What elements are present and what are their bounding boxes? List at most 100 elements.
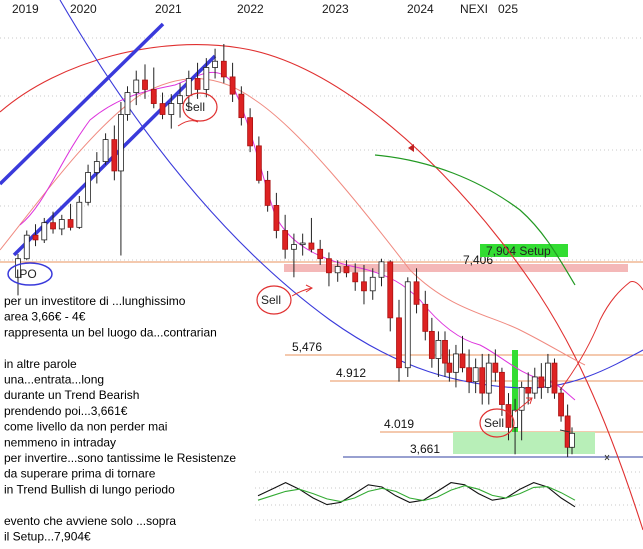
candle xyxy=(396,299,402,382)
candle xyxy=(459,335,466,373)
candle xyxy=(247,108,254,153)
blue-arc xyxy=(59,0,643,389)
ipo-label: IPO xyxy=(16,267,37,281)
candle xyxy=(159,92,166,120)
candle xyxy=(185,70,192,110)
candle xyxy=(212,48,218,79)
candle xyxy=(238,86,245,126)
candle xyxy=(499,367,505,416)
candle xyxy=(58,214,65,236)
red-projection xyxy=(559,281,643,391)
candle xyxy=(558,387,564,422)
candle xyxy=(102,133,109,165)
candle xyxy=(512,398,518,455)
comment-line: per invertire...sono tantissime le Resis… xyxy=(4,451,236,465)
candle xyxy=(442,331,448,377)
candle xyxy=(220,44,227,84)
candle xyxy=(479,353,486,405)
comment-line: prendendo poi...3,661€ xyxy=(4,404,128,418)
candle xyxy=(255,136,262,184)
candle xyxy=(111,125,118,181)
candle xyxy=(203,58,210,98)
level-label: 4.912 xyxy=(336,366,366,380)
oscillator xyxy=(257,481,576,508)
comment-line: in Trend Bullish di lungo periodo xyxy=(4,482,175,496)
candle xyxy=(531,367,538,399)
candle xyxy=(15,253,21,296)
long-red-arc xyxy=(0,44,643,531)
candle xyxy=(343,260,350,278)
oscillator-line-main xyxy=(257,481,576,508)
pink-ma xyxy=(19,71,576,401)
candle xyxy=(142,64,148,99)
level-label: 3,661 xyxy=(410,442,440,456)
candle xyxy=(299,233,306,256)
x-tick-label: 2020 xyxy=(70,2,97,16)
candle xyxy=(551,358,558,399)
comment-line: nemmeno in intraday xyxy=(4,435,116,449)
x-tick-label: 2021 xyxy=(155,2,182,16)
candle xyxy=(466,349,472,394)
candle xyxy=(422,290,429,341)
candle xyxy=(50,211,56,234)
candle xyxy=(124,86,131,121)
candle xyxy=(32,224,39,247)
candle xyxy=(352,263,359,291)
signal-bar xyxy=(512,350,518,432)
support-zone xyxy=(453,432,595,454)
candle xyxy=(404,277,411,377)
candle xyxy=(273,192,280,239)
x-tick-label: 2019 xyxy=(12,2,39,16)
comment-line: per un investitore di ...lunghissimo xyxy=(4,294,186,308)
candle xyxy=(150,67,157,109)
candle xyxy=(93,152,100,184)
oscillator-line-signal xyxy=(257,485,576,503)
indicator-curves xyxy=(0,0,643,531)
candle xyxy=(229,62,236,102)
comment-line: evento che avviene solo ...sopra xyxy=(4,514,176,528)
level-label: 5,476 xyxy=(292,340,322,354)
candle xyxy=(334,260,341,282)
salmon-ma xyxy=(0,78,586,366)
resistance-band xyxy=(284,264,628,272)
comment-line: da superare prima di tornare xyxy=(4,467,156,481)
grid xyxy=(0,37,643,521)
candle xyxy=(387,260,394,332)
candle xyxy=(413,268,420,314)
x-axis-labels: 2019 2020 2021 2022 2023 2024 025 xyxy=(12,2,518,16)
comment-line: una...entrata...long xyxy=(4,373,104,387)
x-tick-label: 025 xyxy=(498,2,518,16)
green-ma xyxy=(374,154,576,286)
candle xyxy=(518,381,525,441)
candle xyxy=(168,94,175,129)
candle xyxy=(435,331,442,377)
annotations: IPO Sell Sell Sell xyxy=(7,92,610,461)
candle xyxy=(264,170,271,212)
candle xyxy=(525,372,532,405)
x-tick-label: 2023 xyxy=(322,2,349,16)
comment-line: durante un Trend Bearish xyxy=(4,388,139,402)
candle xyxy=(177,83,183,118)
candle xyxy=(317,239,324,265)
candle xyxy=(361,264,367,305)
candle xyxy=(492,349,499,382)
comment-line: come livello da non perder mai xyxy=(4,420,167,434)
candle xyxy=(472,358,479,394)
candle xyxy=(282,214,289,259)
candle xyxy=(569,427,575,455)
candle xyxy=(23,230,30,261)
candle xyxy=(545,353,551,394)
level-label: 4.019 xyxy=(384,417,414,431)
candle xyxy=(133,70,140,106)
candle xyxy=(308,217,315,253)
x-tick-label: 2024 xyxy=(407,2,434,16)
candle xyxy=(41,217,48,244)
symbol-label: NEXI xyxy=(460,2,488,16)
candle xyxy=(85,164,91,206)
candle xyxy=(76,196,83,229)
candle xyxy=(453,344,459,388)
candle xyxy=(369,268,376,300)
candle xyxy=(118,101,124,256)
candle xyxy=(67,203,74,231)
